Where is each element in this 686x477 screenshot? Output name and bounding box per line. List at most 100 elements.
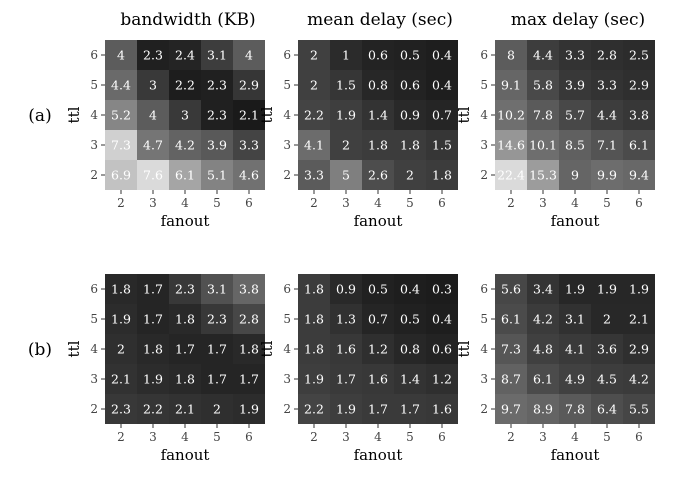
heatmap-cell: [233, 70, 265, 100]
y-tick-label: 3: [90, 372, 98, 386]
cell-value-label: 9.7: [501, 402, 521, 417]
y-tick-label: 2: [480, 168, 488, 182]
x-tick-label: 2: [117, 196, 125, 210]
heatmap-cell: [394, 130, 426, 160]
cell-value-label: 1.4: [368, 108, 388, 123]
heatmap-panel: 9.7 8.9 7.8 6.4 5.5 8.7 6.1 4.9 4.5 4.2 7.3 4.8 4.1 3…: [455, 274, 655, 464]
heatmap-cell: [527, 160, 559, 190]
cell-value-label: 3.9: [565, 78, 585, 93]
cell-value-label: 1.2: [432, 372, 452, 387]
cell-value-label: 5.8: [533, 78, 553, 93]
x-axis-label: fanout: [161, 212, 210, 230]
heatmap-cell: [394, 40, 426, 70]
y-tick-label: 2: [90, 168, 98, 182]
cell-value-label: 3: [181, 108, 189, 123]
cell-value-label: 2.3: [207, 312, 227, 327]
cell-value-label: 1.7: [400, 402, 420, 417]
cell-value-label: 5.2: [111, 108, 131, 123]
heatmap-cell: [362, 364, 394, 394]
heatmap-cell: [394, 160, 426, 190]
cell-value-label: 7.1: [597, 138, 617, 153]
cell-value-label: 0.4: [432, 48, 452, 63]
heatmap-cell: [137, 100, 169, 130]
heatmap-cell: [201, 160, 233, 190]
heatmap-cell: [137, 334, 169, 364]
y-axis-label: ttl: [258, 106, 276, 123]
y-tick-label: 6: [90, 48, 98, 62]
cell-value-label: 0.3: [432, 282, 452, 297]
x-tick-label: 4: [571, 430, 579, 444]
x-tick-label: 4: [571, 196, 579, 210]
cell-value-label: 10.2: [497, 108, 525, 123]
heatmap-cell: [591, 160, 623, 190]
cell-value-label: 3.3: [239, 138, 259, 153]
y-tick-label: 6: [283, 48, 291, 62]
cell-value-label: 2: [310, 48, 318, 63]
heatmap-cell: [233, 160, 265, 190]
cell-value-label: 1.7: [336, 372, 356, 387]
y-tick-label: 4: [480, 342, 488, 356]
cell-value-label: 1.8: [432, 168, 452, 183]
cell-value-label: 2: [310, 78, 318, 93]
cell-value-label: 2.2: [304, 402, 324, 417]
cell-value-label: 4.4: [533, 48, 553, 63]
cell-value-label: 7.8: [533, 108, 553, 123]
heatmap-cell: [426, 100, 458, 130]
y-axis-label: ttl: [258, 340, 276, 357]
y-tick-label: 5: [480, 312, 488, 326]
heatmap-cell: [495, 334, 527, 364]
heatmap-cell: [169, 40, 201, 70]
y-axis-label: ttl: [455, 340, 473, 357]
cell-value-label: 5.1: [207, 168, 227, 183]
heatmap-cell: [495, 100, 527, 130]
heatmap-cell: [591, 394, 623, 424]
heatmap-cell: [362, 70, 394, 100]
heatmap-cell: [623, 40, 655, 70]
cell-value-label: 1.7: [143, 312, 163, 327]
x-tick-label: 5: [406, 430, 414, 444]
cell-value-label: 2.2: [143, 402, 163, 417]
heatmap-cell: [169, 334, 201, 364]
col-title-mean-delay: mean delay (sec): [307, 10, 453, 30]
cell-value-label: 3.4: [533, 282, 553, 297]
cell-value-label: 2.9: [239, 78, 259, 93]
cell-value-label: 6.1: [501, 312, 521, 327]
x-tick-label: 3: [539, 196, 547, 210]
cell-value-label: 2.8: [239, 312, 259, 327]
x-tick-label: 5: [603, 196, 611, 210]
y-tick-label: 5: [283, 312, 291, 326]
cell-value-label: 0.5: [368, 282, 388, 297]
heatmap-cell: [495, 130, 527, 160]
heatmap-cell: [137, 40, 169, 70]
cell-value-label: 1.7: [368, 402, 388, 417]
x-tick-label: 4: [181, 196, 189, 210]
cell-value-label: 3.3: [304, 168, 324, 183]
x-tick-label: 6: [635, 196, 643, 210]
heatmap-cell: [394, 364, 426, 394]
heatmap-cell: [527, 334, 559, 364]
heatmap-cell: [591, 304, 623, 334]
heatmap-cell: [298, 160, 330, 190]
x-tick-label: 3: [342, 196, 350, 210]
cell-value-label: 3.1: [207, 48, 227, 63]
cell-value-label: 2.3: [207, 108, 227, 123]
heatmap-panel: 22.4 15.3 9 9.9 9.4 14.6 10.1 8.5 7.1 6.1 10.2 7.8 5…: [455, 40, 655, 230]
x-tick-label: 5: [603, 430, 611, 444]
cell-value-label: 1.3: [336, 312, 356, 327]
heatmap-cell: [169, 160, 201, 190]
heatmap-cell: [233, 130, 265, 160]
cell-value-label: 2.9: [629, 342, 649, 357]
heatmap-cell: [330, 70, 362, 100]
heatmap-cell: [330, 130, 362, 160]
heatmap-cell: [426, 364, 458, 394]
heatmap-cell: [362, 274, 394, 304]
cell-value-label: 2.3: [175, 282, 195, 297]
heatmap-cell: [559, 70, 591, 100]
y-tick-label: 2: [283, 402, 291, 416]
heatmap-panel: 2.2 1.9 1.7 1.7 1.6 1.9 1.7 1.6 1.4 1.2 1.8 1.6 1.2 0…: [258, 274, 458, 464]
y-tick-label: 3: [283, 372, 291, 386]
cell-value-label: 4.2: [533, 312, 553, 327]
heatmap-cell: [559, 334, 591, 364]
heatmap-cell: [559, 40, 591, 70]
heatmap-cell: [298, 364, 330, 394]
